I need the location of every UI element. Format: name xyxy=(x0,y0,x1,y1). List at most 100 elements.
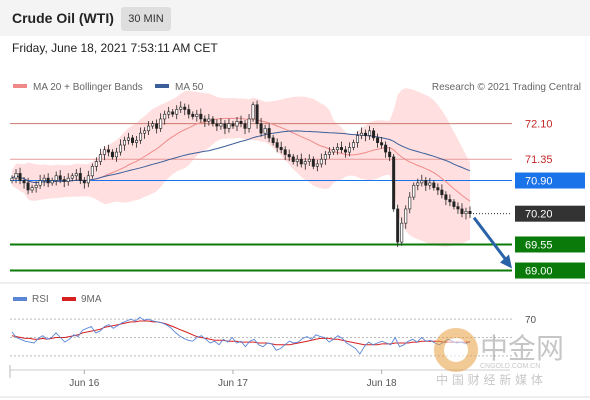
candle-body xyxy=(356,135,360,143)
candle-body xyxy=(380,142,384,146)
candle-body xyxy=(347,147,351,153)
candle-body xyxy=(58,175,62,180)
candle-body xyxy=(199,113,203,120)
x-tick-label: Jun 17 xyxy=(218,378,248,389)
candle-body xyxy=(452,201,456,207)
candle-body xyxy=(94,161,98,167)
level-69-55-label: 69.55 xyxy=(525,239,553,251)
candle-body xyxy=(110,151,114,158)
watermark-logo-text: 中金网 xyxy=(480,332,564,365)
candle-body xyxy=(420,180,424,184)
forecast-arrow xyxy=(472,216,512,269)
level-69-00-label: 69.00 xyxy=(525,266,553,278)
candle-body xyxy=(187,109,191,115)
candle-body xyxy=(191,113,195,117)
candle-body xyxy=(360,132,364,136)
level-70-90-label: 70.90 xyxy=(525,176,553,188)
candle-body xyxy=(50,180,54,184)
level-72-10-label: 72.10 xyxy=(525,119,553,131)
candle-body xyxy=(392,156,396,210)
candle-body xyxy=(14,173,18,179)
ma50-legend-label: MA 50 xyxy=(175,82,204,93)
candle-body xyxy=(131,137,135,143)
candle-body xyxy=(10,177,14,181)
candle-body xyxy=(384,144,388,153)
candle-body xyxy=(303,161,307,165)
candle-body xyxy=(183,106,187,110)
candle-body xyxy=(263,128,267,134)
candle-body xyxy=(255,104,259,124)
candle-body xyxy=(102,149,106,155)
candle-body xyxy=(436,187,440,191)
candle-body xyxy=(368,130,372,136)
timeframe-badge[interactable]: 30 MIN xyxy=(121,7,171,31)
candle-body xyxy=(70,175,74,179)
candle-body xyxy=(408,196,412,210)
level-labels: 72.10 71.35 70.90 70.20 69.55 69.00 xyxy=(515,119,585,279)
candle-body xyxy=(127,137,131,141)
candle-body xyxy=(42,177,46,181)
candle-body xyxy=(416,182,420,186)
candle-body xyxy=(275,142,279,148)
level-70-20-tag xyxy=(515,205,585,222)
x-axis: Jun 16 Jun 17 Jun 18 xyxy=(9,365,397,389)
candle-body xyxy=(155,123,159,129)
candle-body xyxy=(267,128,271,139)
candle-body xyxy=(235,121,239,127)
ma9-legend-label: 9MA xyxy=(81,294,102,305)
candle-body xyxy=(460,208,464,214)
candle-body xyxy=(90,166,94,177)
forecast-arrow-head xyxy=(500,254,512,269)
x-tick-label: Jun 16 xyxy=(69,378,99,389)
watermark-url: CNGOLD.COM.CN xyxy=(480,363,540,370)
candle-body xyxy=(428,182,432,186)
rsi-legend-label: RSI xyxy=(32,294,49,305)
candle-body xyxy=(114,151,118,158)
candle-body xyxy=(159,118,163,129)
candle-body xyxy=(404,208,408,224)
candle-body xyxy=(464,211,468,214)
candle-body xyxy=(315,163,319,167)
instrument-title: Crude Oil (WTI) xyxy=(12,10,114,26)
candle-body xyxy=(227,123,231,129)
candle-body xyxy=(231,123,235,127)
candle-body xyxy=(66,177,70,182)
watermark-subtitle: 中 国 财 经 新 媒 体 xyxy=(436,372,543,387)
candle-body xyxy=(364,132,368,136)
candle-body xyxy=(287,154,291,158)
candle-body xyxy=(291,156,295,162)
candle-body xyxy=(283,149,287,155)
candle-body xyxy=(327,151,331,155)
candle-body xyxy=(319,158,323,165)
candle-body xyxy=(98,154,102,162)
candle-body xyxy=(54,175,58,181)
source-credit: Research © 2021 Trading Central xyxy=(432,82,581,93)
candle-body xyxy=(175,109,179,115)
candle-body xyxy=(203,118,207,122)
candle-body xyxy=(26,182,30,191)
candle-body xyxy=(219,123,223,127)
level-70-90-tag xyxy=(515,172,585,189)
candle-body xyxy=(207,118,211,122)
candle-body xyxy=(376,137,380,143)
candlesticks xyxy=(10,100,472,248)
ma20-swatch xyxy=(13,84,27,88)
candle-body xyxy=(179,106,183,110)
candle-body xyxy=(122,139,126,146)
x-tick-label: Jun 18 xyxy=(367,378,397,389)
rsi-panel: 70 xyxy=(10,315,537,357)
candle-body xyxy=(74,173,78,177)
candle-body xyxy=(271,137,275,143)
candle-body xyxy=(247,118,251,129)
candle-body xyxy=(400,222,404,243)
candle-body xyxy=(468,211,472,214)
chart-datetime: Friday, June 18, 2021 7:53:11 AM CET xyxy=(12,41,218,55)
rsi-swatch xyxy=(13,297,27,301)
candle-body xyxy=(78,173,82,181)
chart-header: Crude Oil (WTI) 30 MIN xyxy=(0,0,590,36)
rsi-legend: RSI 9MA xyxy=(13,294,102,305)
candle-body xyxy=(331,149,335,153)
rsi-ma9-line xyxy=(11,320,470,346)
candle-body xyxy=(86,175,90,184)
candle-body xyxy=(335,147,339,151)
